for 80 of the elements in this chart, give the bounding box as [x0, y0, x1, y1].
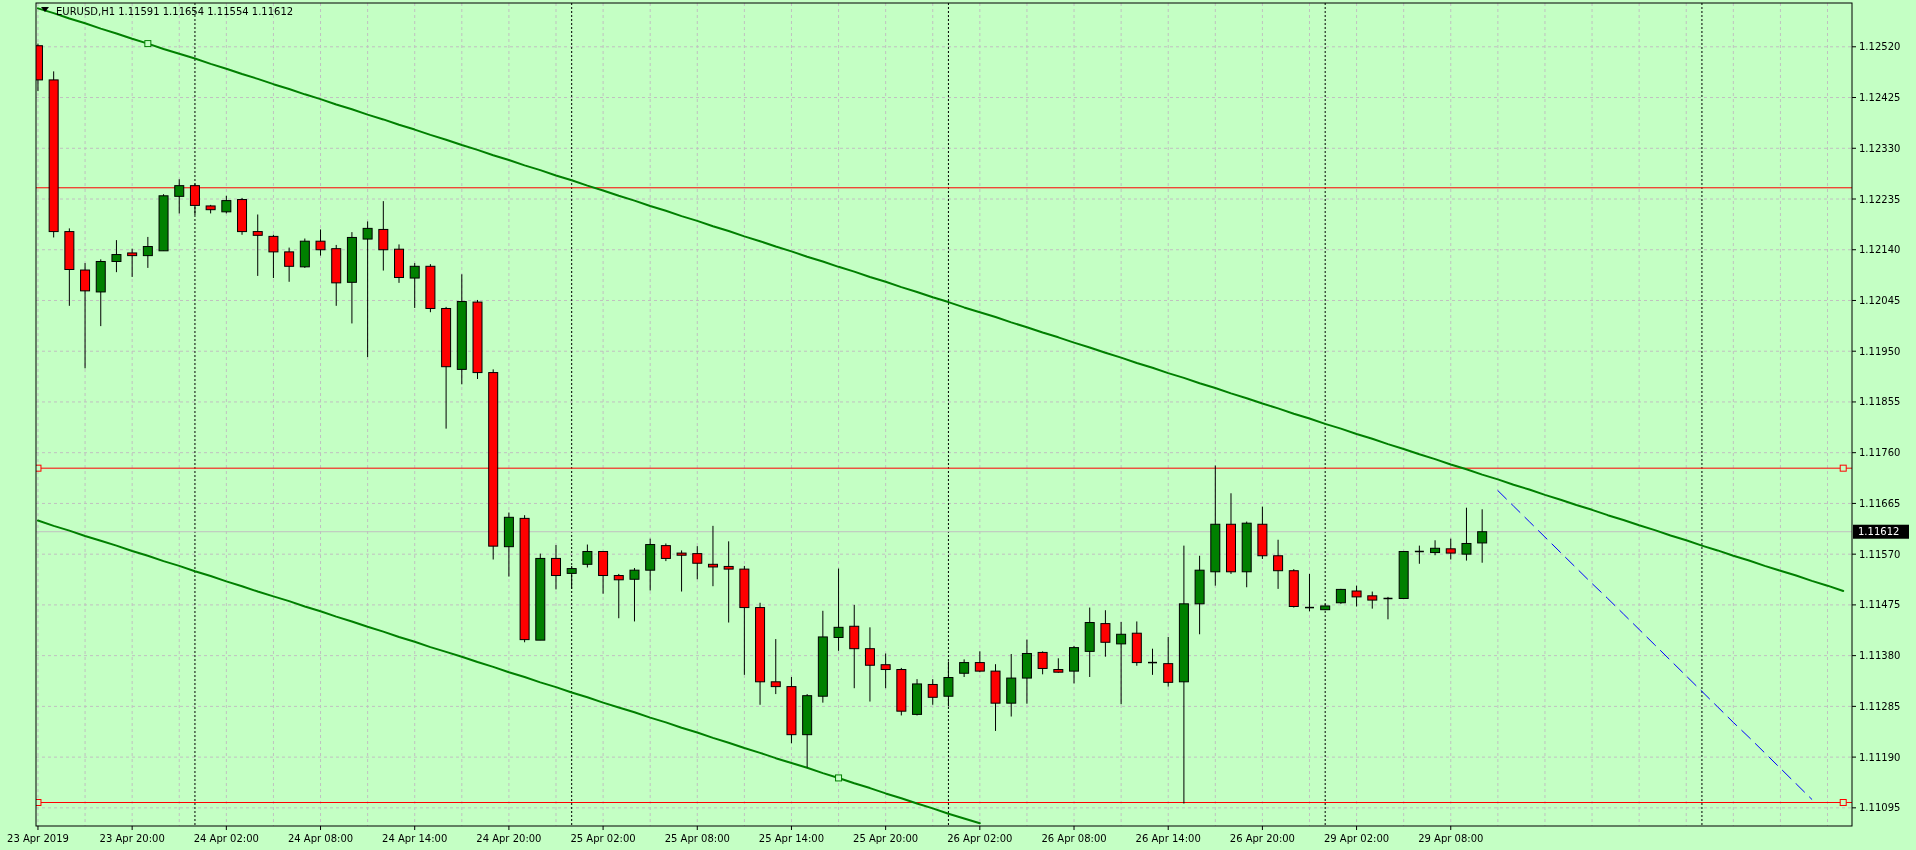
y-tick-label: 1.11285	[1859, 700, 1901, 712]
x-tick-label: 24 Apr 08:00	[287, 833, 354, 844]
candlestick	[692, 545, 703, 580]
candlestick	[111, 239, 122, 273]
x-tick-label: 25 Apr 20:00	[853, 833, 919, 844]
candlestick	[142, 236, 153, 269]
chart-title: EURUSD,H1 1.11591 1.11654 1.11554 1.11612	[56, 6, 294, 17]
y-tick-label: 1.11950	[1859, 345, 1901, 357]
candlestick	[927, 678, 938, 706]
ref-line-label: 1.11612	[1858, 526, 1900, 538]
x-tick-label: 26 Apr 20:00	[1229, 833, 1295, 844]
candlestick	[1273, 539, 1284, 590]
candlestick	[80, 262, 91, 369]
candlestick	[362, 220, 373, 358]
x-tick-label: 29 Apr 08:00	[1418, 833, 1484, 844]
x-tick-label: 29 Apr 02:00	[1323, 833, 1390, 844]
candlestick	[1163, 636, 1174, 688]
y-tick-label: 1.11380	[1859, 650, 1901, 662]
candlestick	[723, 540, 734, 624]
candlestick	[1445, 538, 1456, 560]
candlestick	[864, 626, 875, 703]
candlestick	[849, 604, 860, 689]
line-series	[36, 7, 1845, 593]
candlestick	[1069, 645, 1080, 684]
y-tick-label: 1.11855	[1859, 396, 1901, 408]
y-tick-label: 1.11665	[1859, 497, 1901, 509]
y-tick-label: 1.11190	[1859, 751, 1901, 763]
line-series	[1497, 490, 1813, 800]
y-tick-label: 1.12520	[1859, 41, 1901, 53]
y-tick-label: 1.12140	[1859, 244, 1901, 256]
point	[835, 774, 843, 782]
x-tick-label: 24 Apr 02:00	[193, 833, 259, 844]
candlestick	[284, 247, 295, 283]
point	[1839, 464, 1847, 472]
candlestick	[582, 544, 593, 569]
candlestick	[880, 653, 891, 689]
candlestick	[1100, 609, 1111, 658]
candlestick	[1351, 585, 1362, 607]
x-tick-label: 26 Apr 02:00	[947, 833, 1013, 844]
point	[36, 799, 42, 806]
candlestick	[315, 228, 326, 257]
candlestick	[1116, 621, 1127, 705]
candlestick	[378, 200, 389, 272]
candlestick	[613, 573, 624, 619]
candlestick	[1037, 650, 1048, 675]
candlestick	[1461, 507, 1472, 562]
candlestick	[1430, 539, 1441, 556]
line-series	[36, 519, 981, 825]
x-tick-label: 25 Apr 02:00	[570, 833, 636, 844]
point	[36, 464, 42, 472]
point	[144, 40, 152, 48]
y-tick-label: 1.11760	[1859, 447, 1901, 459]
candlestick	[707, 525, 718, 587]
x-tick-label: 23 Apr 20:00	[99, 833, 165, 844]
point	[1839, 799, 1847, 806]
y-tick-label: 1.11475	[1859, 599, 1901, 611]
candlestick	[770, 638, 781, 695]
candlestick	[268, 234, 279, 279]
y-tick-label: 1.11095	[1859, 802, 1901, 814]
x-tick-label: 26 Apr 08:00	[1041, 833, 1107, 844]
candlestick	[629, 567, 640, 622]
x-tick-label: 25 Apr 14:00	[758, 833, 825, 844]
candlestick	[174, 178, 185, 214]
candlestick	[833, 568, 844, 652]
x-tick-label: 24 Apr 14:00	[382, 833, 448, 844]
y-tick-label: 1.12045	[1859, 294, 1901, 306]
y-tick-label: 1.12235	[1859, 193, 1901, 205]
candlestick	[252, 213, 263, 277]
candlestick	[676, 549, 687, 593]
candlestick	[127, 248, 138, 278]
x-tick-label: 25 Apr 08:00	[664, 833, 730, 844]
y-tick-label: 1.12330	[1859, 142, 1901, 154]
candlestick	[409, 262, 420, 309]
x-tick-label: 26 Apr 14:00	[1135, 833, 1201, 844]
candlestick	[1477, 508, 1488, 564]
x-tick-label: 24 Apr 20:00	[476, 833, 542, 844]
candlestick	[550, 544, 561, 590]
y-tick-label: 1.11570	[1859, 548, 1901, 560]
y-tick-label: 1.12425	[1859, 92, 1901, 104]
x-tick-label: 23 Apr 2019	[7, 833, 69, 844]
